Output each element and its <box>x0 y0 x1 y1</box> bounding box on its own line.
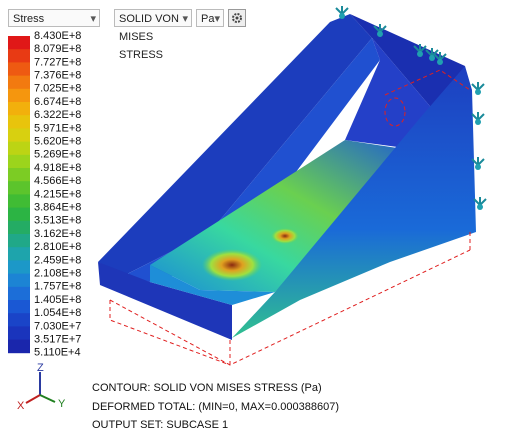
legend-label: 7.030E+7 <box>34 320 81 332</box>
legend-band <box>8 313 30 327</box>
legend-label: 3.517E+7 <box>34 334 81 346</box>
constraint-marker <box>335 6 349 15</box>
legend-band <box>8 234 30 248</box>
constraint-node <box>475 164 481 170</box>
constraint-node <box>475 119 481 125</box>
floor <box>150 140 410 292</box>
x-axis <box>25 394 41 404</box>
legend-label: 1.405E+8 <box>34 294 81 306</box>
result-dropdown[interactable]: Stress <box>8 9 100 28</box>
y-axis <box>39 394 56 403</box>
contour-info: CONTOUR: SOLID VON MISES STRESS (Pa) <box>92 382 322 394</box>
front-face <box>98 262 232 340</box>
settings-button[interactable] <box>228 9 246 27</box>
legend-band <box>8 36 30 50</box>
legend-label: 8.079E+8 <box>34 43 81 55</box>
legend-label: 4.215E+8 <box>34 188 81 200</box>
output-set-info: OUTPUT SET: SUBCASE 1 <box>92 419 229 430</box>
legend-band <box>8 128 30 142</box>
legend-label: 2.810E+8 <box>34 241 81 253</box>
outline-path <box>109 69 471 366</box>
legend-band <box>8 115 30 129</box>
back-top <box>350 14 465 118</box>
legend-label: 7.025E+8 <box>34 83 81 95</box>
legend-band <box>8 194 30 208</box>
component-dropdown[interactable]: SOLID VON MISES STRESS <box>114 9 192 61</box>
legend-label: 6.674E+8 <box>34 96 81 108</box>
constraint-marker <box>471 82 485 91</box>
x-label: X <box>17 400 25 412</box>
legend-label: 7.727E+8 <box>34 56 81 68</box>
constraint-marker <box>471 157 485 166</box>
legend-label: 3.864E+8 <box>34 202 81 214</box>
legend-label: 4.566E+8 <box>34 175 81 187</box>
back-wall <box>345 38 440 150</box>
legend-label: 6.322E+8 <box>34 109 81 121</box>
legend-label: 3.513E+8 <box>34 215 81 227</box>
legend-band <box>8 247 30 261</box>
undeformed-outline <box>109 69 471 366</box>
constraint-marker <box>373 24 387 33</box>
legend-band <box>8 286 30 301</box>
legend-band <box>8 62 30 76</box>
outline-hole <box>384 97 406 127</box>
legend-label: 4.918E+8 <box>34 162 81 174</box>
constraints <box>335 6 487 210</box>
deformed-info: DEFORMED TOTAL: (MIN=0, MAX=0.000388607) <box>92 401 339 413</box>
legend-label: 5.971E+8 <box>34 122 81 134</box>
legend-label: 1.757E+8 <box>34 281 81 293</box>
legend-band <box>8 88 30 103</box>
constraint-marker <box>471 112 485 121</box>
legend-label: 5.110E+4 <box>34 347 81 359</box>
front-edge <box>150 265 275 305</box>
legend-band <box>8 339 30 354</box>
legend-band <box>8 181 30 195</box>
y-label: Y <box>58 398 66 410</box>
legend-label: 5.620E+8 <box>34 136 81 148</box>
legend-label: 7.376E+8 <box>34 70 81 82</box>
legend-label: 3.162E+8 <box>34 228 81 240</box>
constraint-node <box>417 51 423 57</box>
constraint-marker <box>413 44 427 53</box>
right-wall <box>232 66 476 338</box>
constraint-marker <box>425 48 439 57</box>
legend-band <box>8 300 30 314</box>
legend-label: 1.054E+8 <box>34 307 81 319</box>
hot-spot <box>271 228 299 244</box>
constraint-marker <box>433 52 447 61</box>
triad: Z X Y <box>17 362 66 412</box>
legend-band <box>8 273 30 288</box>
legend-label: 2.459E+8 <box>34 254 81 266</box>
legend-band <box>8 207 30 222</box>
legend-band <box>8 326 30 340</box>
constraint-node <box>339 13 345 19</box>
legend-band <box>8 260 30 274</box>
z-label: Z <box>37 362 44 374</box>
legend-band <box>8 168 30 182</box>
legend-band <box>8 102 30 116</box>
constraint-node <box>437 59 443 65</box>
constraint-node <box>429 55 435 61</box>
constraint-marker <box>473 197 487 206</box>
constraint-node <box>475 89 481 95</box>
constraint-node <box>377 31 383 37</box>
legend-band <box>8 154 30 169</box>
constraint-node <box>477 204 483 210</box>
legend-band <box>8 49 30 63</box>
legend-label: 5.269E+8 <box>34 149 81 161</box>
legend-band <box>8 220 30 235</box>
legend-label: 2.108E+8 <box>34 268 81 280</box>
gear-icon <box>232 13 242 23</box>
legend-band <box>8 75 30 90</box>
hot-spot <box>202 249 262 281</box>
legend-label: 8.430E+8 <box>34 30 81 42</box>
unit-dropdown[interactable]: Pa <box>196 9 224 28</box>
legend-band <box>8 141 30 156</box>
legend: 8.430E+88.079E+87.727E+8 7.376E+87.025E+8… <box>8 30 81 359</box>
left-wall-inner <box>125 38 380 282</box>
